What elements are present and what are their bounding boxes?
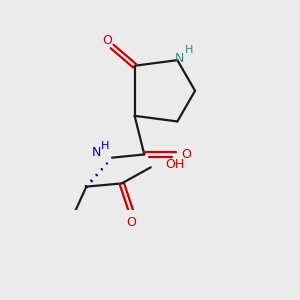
Text: N: N (92, 146, 101, 159)
Text: O: O (102, 34, 112, 46)
Text: N: N (174, 52, 184, 65)
Text: H: H (184, 46, 193, 56)
Text: OH: OH (165, 158, 184, 171)
Text: O: O (181, 148, 191, 161)
Text: O: O (127, 215, 136, 229)
Text: H: H (100, 141, 109, 152)
